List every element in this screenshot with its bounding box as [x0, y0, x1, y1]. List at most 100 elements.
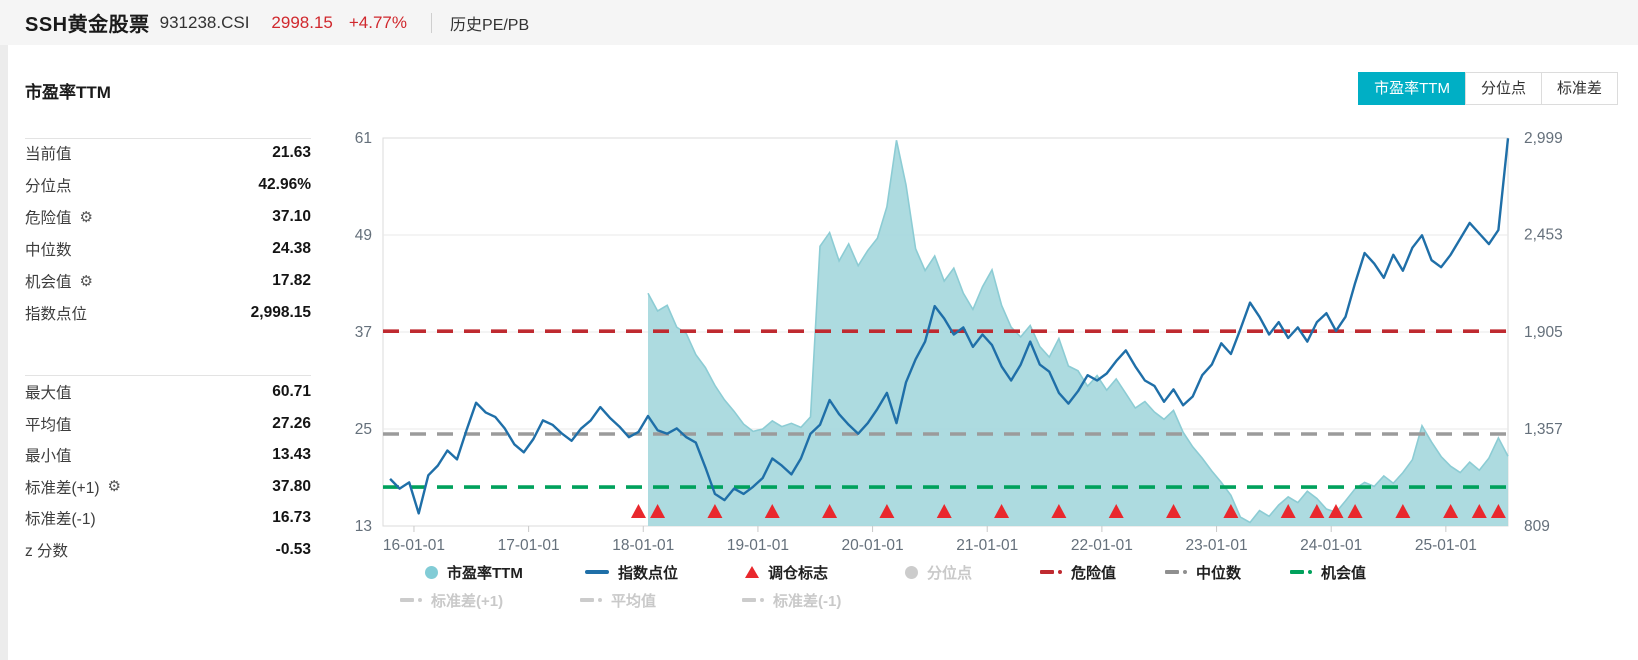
- chart-axes: 61 49 37 25 13 2,999 2,453 1,905 1,357 809 16-01-0…: [355, 130, 1563, 554]
- legend-label: 危险值: [1071, 564, 1117, 582]
- legend-item-危险值[interactable]: 危险值: [1040, 562, 1116, 582]
- stat-label: 当前值: [25, 146, 72, 163]
- stat-value: 37.10: [272, 208, 311, 225]
- tab-分位点[interactable]: 分位点: [1464, 72, 1542, 105]
- index-change-percent: +4.77%: [348, 12, 408, 32]
- stat-label: 危险值 ⚙: [25, 208, 93, 228]
- rebalance-triangle-icon[interactable]: [1280, 504, 1296, 518]
- left-axis-tick: 37: [355, 324, 372, 341]
- stat-row: 最大值 60.71: [25, 376, 311, 408]
- rebalance-triangle-icon[interactable]: [1108, 504, 1124, 518]
- legend-item-市盈率TTM[interactable]: 市盈率TTM: [425, 562, 523, 582]
- right-axis-tick: 2,453: [1524, 227, 1563, 244]
- pe-area-series[interactable]: [647, 140, 1509, 527]
- stat-row: 危险值 ⚙ 37.10: [25, 201, 311, 233]
- stat-value: 24.38: [272, 240, 311, 257]
- left-gutter: [0, 45, 8, 660]
- legend-dashdot-icon: [1165, 570, 1187, 574]
- rebalance-triangle-icon[interactable]: [1309, 504, 1325, 518]
- left-axis-tick: 61: [355, 130, 372, 147]
- legend-item-平均值[interactable]: 平均值: [580, 590, 656, 610]
- x-axis-tick: 19-01-01: [727, 537, 789, 554]
- rebalance-triangle-icon[interactable]: [1328, 504, 1344, 518]
- legend-item-中位数[interactable]: 中位数: [1165, 562, 1241, 582]
- legend-label: 机会值: [1321, 564, 1367, 582]
- stat-row: 标准差(+1) ⚙ 37.80: [25, 471, 311, 503]
- legend-dashdot-icon: [742, 598, 764, 602]
- rebalance-triangle-icon[interactable]: [630, 504, 646, 518]
- rebalance-triangle-icon[interactable]: [1471, 504, 1487, 518]
- rebalance-triangle-icon[interactable]: [650, 504, 666, 518]
- legend-item-指数点位[interactable]: 指数点位: [585, 562, 678, 582]
- left-axis-tick: 25: [355, 421, 372, 438]
- legend-item-标准差(+1)[interactable]: 标准差(+1): [400, 590, 503, 610]
- stat-row: 标准差(-1) 16.73: [25, 502, 311, 534]
- stat-value: 21.63: [272, 144, 311, 161]
- stat-label: 标准差(+1) ⚙: [25, 478, 121, 497]
- stat-label: 标准差(-1): [25, 511, 96, 529]
- x-axis-tick: 18-01-01: [612, 537, 674, 554]
- rebalance-triangle-icon[interactable]: [1051, 504, 1067, 518]
- tab-标准差[interactable]: 标准差: [1540, 72, 1618, 105]
- stat-row: z 分数 -0.53: [25, 534, 311, 566]
- legend-dashdot-icon: [580, 598, 602, 602]
- legend-dashdot-icon: [1290, 570, 1312, 574]
- rebalance-triangle-icon[interactable]: [1443, 504, 1459, 518]
- rebalance-triangle-icon[interactable]: [764, 504, 780, 518]
- rebalance-triangle-icon[interactable]: [822, 504, 838, 518]
- rebalance-triangle-icon[interactable]: [1490, 504, 1506, 518]
- stat-row: 平均值 27.26: [25, 408, 311, 440]
- stat-value: 16.73: [272, 509, 311, 527]
- rebalance-markers[interactable]: [630, 504, 1506, 518]
- index-price: 2998.15: [271, 12, 333, 32]
- rebalance-triangle-icon[interactable]: [1166, 504, 1182, 518]
- legend-item-机会值[interactable]: 机会值: [1290, 562, 1366, 582]
- tab-active-市盈率TTM[interactable]: 市盈率TTM: [1358, 72, 1466, 105]
- stat-row: 当前值 21.63: [25, 137, 311, 169]
- legend-dashdot-icon: [1040, 570, 1062, 574]
- legend-label: 分位点: [927, 564, 973, 582]
- legend-label: 指数点位: [618, 564, 679, 582]
- legend-dashdot-icon: [400, 598, 422, 602]
- stat-value: 17.82: [272, 272, 311, 289]
- legend-label: 市盈率TTM: [447, 564, 523, 582]
- stat-label: 指数点位: [25, 306, 88, 323]
- rebalance-triangle-icon[interactable]: [1223, 504, 1239, 518]
- rebalance-triangle-icon[interactable]: [707, 504, 723, 518]
- stat-label: 最大值: [25, 385, 72, 402]
- x-axis-tick: 16-01-01: [383, 537, 445, 554]
- stat-label: 最小值: [25, 448, 72, 466]
- rebalance-triangle-icon[interactable]: [1347, 504, 1363, 518]
- right-axis-tick: 809: [1524, 518, 1550, 535]
- rebalance-triangle-icon[interactable]: [1395, 504, 1411, 518]
- stat-value: 60.71: [272, 383, 311, 400]
- metric-tabs: 市盈率TTM 分位点 标准差: [1358, 72, 1618, 105]
- gear-icon[interactable]: ⚙: [79, 272, 93, 290]
- legend-label: 标准差(-1): [773, 592, 842, 610]
- stat-row: 分位点 42.96%: [25, 169, 311, 201]
- rebalance-triangle-icon[interactable]: [936, 504, 952, 518]
- gear-icon[interactable]: ⚙: [79, 208, 93, 226]
- panel-divider-top: [25, 138, 311, 139]
- stat-label: 平均值: [25, 416, 72, 434]
- page-label-history-pepb: 历史PE/PB: [450, 16, 530, 34]
- left-axis-tick: 13: [355, 518, 372, 535]
- index-line-series[interactable]: [389, 138, 1510, 515]
- gear-icon[interactable]: ⚙: [107, 478, 121, 496]
- x-axis-tick: 22-01-01: [1071, 537, 1133, 554]
- stat-value: 13.43: [272, 446, 311, 464]
- legend-item-调仓标志[interactable]: 调仓标志: [745, 562, 828, 582]
- index-code: 931238.CSI: [159, 12, 250, 32]
- stat-value: 2,998.15: [250, 304, 311, 321]
- rebalance-triangle-icon[interactable]: [879, 504, 895, 518]
- rebalance-triangle-icon[interactable]: [994, 504, 1010, 518]
- stat-value: 42.96%: [258, 176, 311, 193]
- legend-triangle-icon: [745, 566, 759, 578]
- stat-label: 中位数: [25, 242, 72, 259]
- panel-title: 市盈率TTM: [25, 83, 111, 102]
- legend-label: 标准差(+1): [431, 592, 504, 610]
- legend-item-标准差(-1)[interactable]: 标准差(-1): [742, 590, 841, 610]
- left-axis-tick: 49: [355, 227, 372, 244]
- legend-item-分位点[interactable]: 分位点: [905, 562, 972, 582]
